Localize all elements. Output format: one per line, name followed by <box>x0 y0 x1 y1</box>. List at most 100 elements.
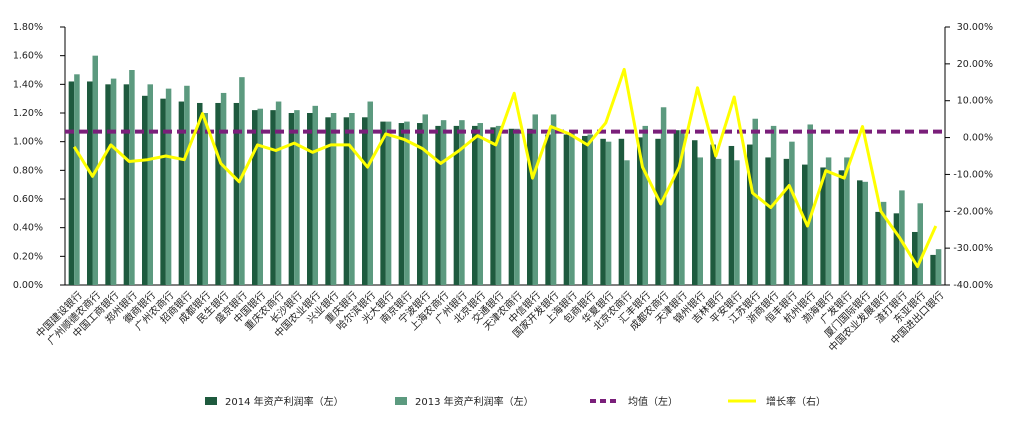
y-tick-label: 1.60% <box>13 51 43 62</box>
bar <box>820 167 826 285</box>
bar <box>129 70 135 285</box>
bar <box>697 157 703 285</box>
y-tick-label: 1.40% <box>13 79 43 90</box>
bar <box>142 95 148 285</box>
bar <box>490 127 496 285</box>
y-tick-label: 0.40% <box>13 223 43 234</box>
bar <box>495 125 502 286</box>
bar <box>710 144 716 285</box>
y-tick-label: 0.60% <box>13 194 43 205</box>
y2-tick-label: 0.00% <box>963 133 993 144</box>
bar <box>569 133 575 285</box>
bar <box>880 201 887 285</box>
bar <box>215 102 221 285</box>
legend-swatch <box>395 397 407 405</box>
bar <box>550 114 557 285</box>
bar <box>825 157 832 285</box>
bar <box>472 125 478 286</box>
bar <box>637 137 643 285</box>
bar <box>435 125 441 286</box>
bar <box>912 231 918 285</box>
bar <box>202 113 208 285</box>
bar <box>362 117 368 285</box>
bar <box>802 164 808 285</box>
bar <box>270 110 276 285</box>
bar <box>165 88 172 285</box>
bar <box>692 140 698 285</box>
bar <box>349 113 355 285</box>
bar <box>618 138 625 285</box>
y2-tick-label: 30.00% <box>957 22 993 33</box>
bar <box>252 110 258 285</box>
bar <box>789 141 795 285</box>
bar <box>935 249 942 285</box>
y2-tick-label: -10.00% <box>953 169 993 180</box>
bar <box>197 102 203 285</box>
y2-tick-label: -20.00% <box>953 206 993 217</box>
bar <box>545 134 551 285</box>
y-tick-label: 0.80% <box>13 165 43 176</box>
bar <box>508 128 515 285</box>
legend-label: 均值（左） <box>628 395 678 408</box>
bar <box>582 135 588 285</box>
bar <box>380 121 386 285</box>
bar <box>257 108 263 285</box>
legend-label: 2013 年资产利润率（左） <box>415 395 534 408</box>
y2-tick-label: -30.00% <box>953 243 993 254</box>
bar <box>857 180 863 285</box>
bar <box>87 81 93 285</box>
bar <box>68 81 75 285</box>
bar <box>747 144 753 285</box>
bar <box>160 98 166 286</box>
growth-line <box>72 67 938 269</box>
bar <box>893 213 900 285</box>
legend-label: 2014 年资产利润率（左） <box>225 395 344 408</box>
bar <box>930 254 936 285</box>
bar <box>275 101 282 286</box>
bar <box>74 74 80 285</box>
bar <box>459 120 465 286</box>
bar <box>422 114 428 285</box>
bar <box>330 113 337 285</box>
y2-tick-label: -40.00% <box>953 280 993 291</box>
bar <box>734 160 740 285</box>
bar <box>477 123 483 286</box>
bar <box>605 141 612 285</box>
y2-tick-label: 10.00% <box>957 96 993 107</box>
y-tick-label: 1.80% <box>13 22 43 33</box>
bar <box>312 105 318 285</box>
y2-tick-label: 20.00% <box>957 59 993 70</box>
bar <box>527 128 533 285</box>
bar <box>765 157 771 285</box>
bar <box>385 121 392 285</box>
bar <box>600 138 606 285</box>
bar <box>288 113 295 285</box>
bar <box>239 77 245 286</box>
bar <box>563 134 570 285</box>
bar <box>844 157 850 285</box>
y-tick-label: 0.20% <box>13 251 43 262</box>
bar <box>514 128 520 285</box>
bar <box>917 203 923 285</box>
bar <box>294 110 300 285</box>
bar <box>715 158 722 285</box>
bar <box>728 145 735 285</box>
bar <box>453 125 460 286</box>
bar <box>105 84 111 285</box>
bar <box>417 123 423 286</box>
bar <box>807 124 813 285</box>
bar <box>325 117 331 285</box>
bar <box>367 101 373 286</box>
bar <box>587 134 593 285</box>
bar <box>783 158 790 285</box>
bar <box>899 190 905 285</box>
bar <box>184 85 190 286</box>
bar <box>233 102 240 285</box>
y-tick-label: 0.00% <box>13 280 43 291</box>
legend-swatch <box>205 397 217 405</box>
bar <box>178 101 185 286</box>
bar <box>752 118 758 285</box>
bar <box>110 78 117 285</box>
bar <box>123 84 130 285</box>
bar <box>673 130 680 285</box>
